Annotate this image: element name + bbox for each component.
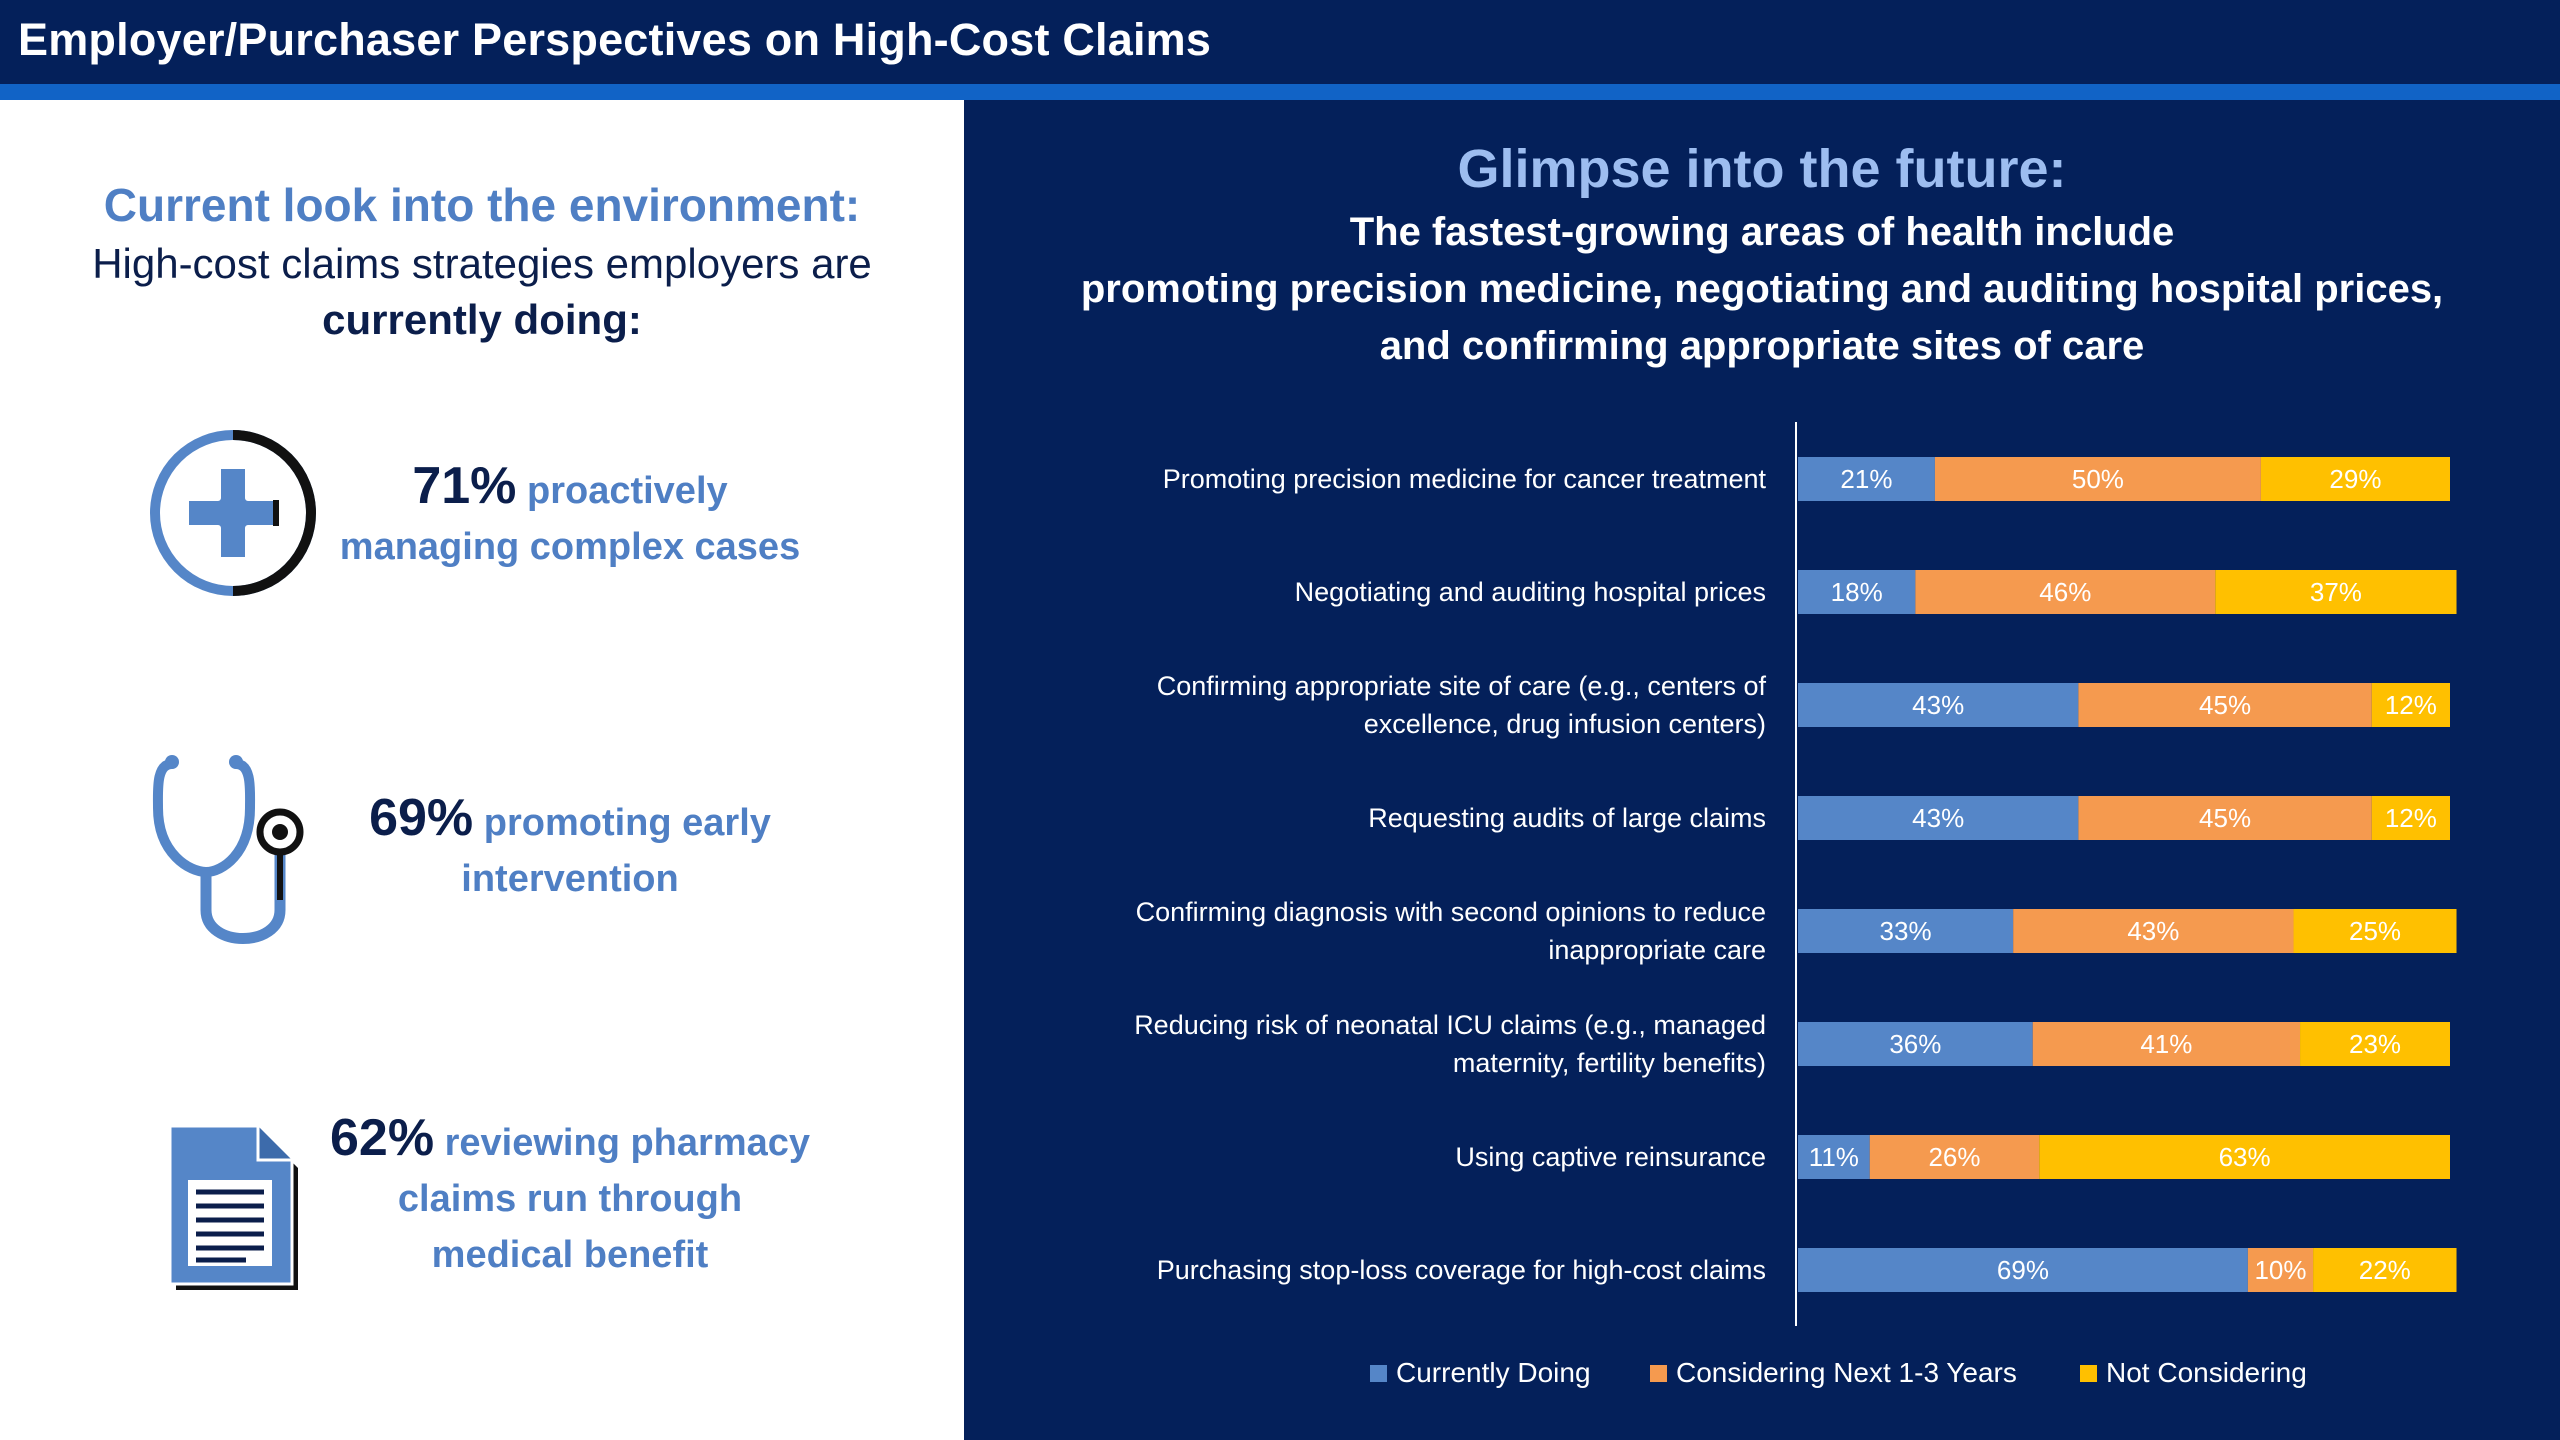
bar-segment bbox=[1915, 570, 2216, 614]
bar-segment bbox=[1798, 1248, 2248, 1292]
category-label: Negotiating and auditing hospital prices bbox=[1295, 577, 1766, 607]
bar-segment bbox=[2032, 1022, 2301, 1066]
bar-value-label: 23% bbox=[2349, 1029, 2401, 1059]
stat-text: reviewing pharmacy bbox=[444, 1122, 811, 1164]
bar-segment bbox=[2371, 683, 2450, 727]
stat-complex-cases: 71% proactively managing complex cases bbox=[300, 458, 840, 575]
bar-value-label: 43% bbox=[2127, 916, 2179, 946]
legend-swatch bbox=[2080, 1365, 2097, 1382]
stat-early-intervention: 69% promoting early intervention bbox=[300, 790, 840, 907]
bar-value-label: 10% bbox=[2254, 1255, 2306, 1285]
bar-value-label: 25% bbox=[2349, 916, 2401, 946]
bar-value-label: 21% bbox=[1840, 464, 1892, 494]
left-subheading: High-cost claims strategies employers ar… bbox=[92, 240, 872, 287]
stat-text: intervention bbox=[461, 858, 679, 900]
bar-segment bbox=[1798, 570, 1916, 614]
stat-text: medical benefit bbox=[431, 1234, 709, 1276]
bar-segment bbox=[2039, 1135, 2450, 1179]
category-label: Requesting audits of large claims bbox=[1368, 803, 1766, 833]
bar-segment bbox=[2293, 909, 2457, 953]
bar-value-label: 37% bbox=[2310, 577, 2362, 607]
legend-swatch bbox=[1370, 1365, 1387, 1382]
title-bar: Employer/Purchaser Perspectives on High-… bbox=[0, 0, 2560, 84]
bar-value-label: 12% bbox=[2385, 690, 2437, 720]
stat-pharmacy-review: 62% reviewing pharmacy claims run throug… bbox=[290, 1110, 850, 1283]
stacked-bar-chart: Promoting precision medicine for cancer … bbox=[1134, 422, 2457, 1388]
right-title: Glimpse into the future: bbox=[1457, 139, 2067, 199]
stat-text: proactively bbox=[526, 470, 728, 512]
page-title: Employer/Purchaser Perspectives on High-… bbox=[18, 14, 1212, 65]
current-strategies-panel: Current look into the environment: High-… bbox=[0, 100, 964, 1440]
bar-value-label: 33% bbox=[1880, 916, 1932, 946]
bar-value-label: 46% bbox=[2039, 577, 2091, 607]
right-subtitle: The fastest-growing areas of health incl… bbox=[1349, 210, 2175, 254]
stat-percent: 71% bbox=[412, 457, 517, 515]
document-icon bbox=[168, 1124, 298, 1290]
legend-label: Currently Doing bbox=[1396, 1357, 1591, 1388]
legend-label: Not Considering bbox=[2106, 1357, 2307, 1388]
right-subtitle: and confirming appropriate sites of care bbox=[1379, 324, 2145, 368]
bar-value-label: 11% bbox=[1809, 1142, 1859, 1172]
legend-swatch bbox=[1650, 1365, 1667, 1382]
future-trends-panel: Glimpse into the future: The fastest-gro… bbox=[964, 100, 2560, 1440]
bar-value-label: 18% bbox=[1831, 577, 1883, 607]
bar-segment bbox=[2247, 1248, 2314, 1292]
bar-segment bbox=[2215, 570, 2457, 614]
bar-value-label: 36% bbox=[1889, 1029, 1941, 1059]
bar-value-label: 22% bbox=[2359, 1255, 2411, 1285]
stat-percent: 69% bbox=[369, 789, 474, 847]
bar-value-label: 45% bbox=[2199, 803, 2251, 833]
category-label: Reducing risk of neonatal ICU claims (e.… bbox=[1134, 1010, 1766, 1078]
stat-percent: 62% bbox=[329, 1109, 435, 1167]
category-label: Promoting precision medicine for cancer … bbox=[1163, 464, 1767, 494]
bar-segment bbox=[1798, 457, 1935, 501]
bar-segment bbox=[1798, 909, 2014, 953]
bar-value-label: 50% bbox=[2072, 464, 2124, 494]
bar-value-label: 29% bbox=[2329, 464, 2381, 494]
bar-segment bbox=[2078, 683, 2372, 727]
bar-segment bbox=[1798, 796, 2079, 840]
right-subtitle: promoting precision medicine, negotiatin… bbox=[1080, 267, 2444, 311]
bar-segment bbox=[2013, 909, 2294, 953]
bar-value-label: 43% bbox=[1912, 690, 1964, 720]
bar-segment bbox=[2300, 1022, 2450, 1066]
bar-segment bbox=[1869, 1135, 2040, 1179]
bar-segment bbox=[1798, 1022, 2033, 1066]
bar-value-label: 12% bbox=[2385, 803, 2437, 833]
stat-text: managing complex cases bbox=[339, 526, 801, 568]
bar-value-label: 41% bbox=[2140, 1029, 2192, 1059]
stat-text: claims run through bbox=[397, 1178, 743, 1220]
bar-segment bbox=[2078, 796, 2372, 840]
bar-segment bbox=[1934, 457, 2261, 501]
bar-segment bbox=[2260, 457, 2450, 501]
legend-label: Considering Next 1-3 Years bbox=[1676, 1357, 2017, 1388]
bar-value-label: 26% bbox=[1928, 1142, 1980, 1172]
bar-value-label: 43% bbox=[1912, 803, 1964, 833]
bar-segment bbox=[1798, 1135, 1870, 1179]
stat-text: promoting early bbox=[483, 802, 771, 844]
bar-value-label: 69% bbox=[1997, 1255, 2049, 1285]
category-label: Using captive reinsurance bbox=[1455, 1142, 1766, 1172]
bar-segment bbox=[2313, 1248, 2457, 1292]
category-label: Confirming appropriate site of care (e.g… bbox=[1157, 671, 1767, 739]
bar-segment bbox=[1798, 683, 2079, 727]
left-heading: Current look into the environment: bbox=[103, 179, 861, 231]
medical-cross-icon bbox=[150, 430, 316, 596]
stethoscope-icon bbox=[152, 755, 304, 944]
left-subheading-bold: currently doing: bbox=[322, 296, 642, 343]
bar-segment bbox=[2371, 796, 2450, 840]
category-label: Confirming diagnosis with second opinion… bbox=[1136, 897, 1766, 965]
category-label: Purchasing stop-loss coverage for high-c… bbox=[1157, 1255, 1766, 1285]
bar-value-label: 63% bbox=[2219, 1142, 2271, 1172]
accent-stripe bbox=[0, 84, 2560, 100]
bar-value-label: 45% bbox=[2199, 690, 2251, 720]
